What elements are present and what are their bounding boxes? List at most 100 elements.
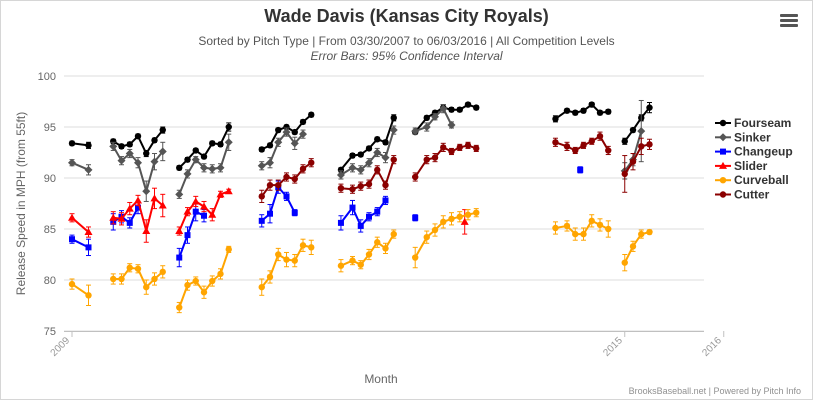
- legend-marker: [720, 148, 726, 155]
- data-point-changeup: [267, 210, 273, 217]
- series-slider: [68, 187, 469, 243]
- data-point-slider: [191, 197, 200, 205]
- data-point-slider: [142, 227, 151, 235]
- data-point-curveball: [646, 228, 653, 236]
- series-line-changeup: [112, 207, 139, 225]
- data-point-cutter: [374, 166, 381, 174]
- data-point-cutter: [464, 142, 472, 149]
- data-point-fourseam: [572, 109, 579, 116]
- data-point-fourseam: [605, 108, 612, 115]
- data-point-slider: [125, 204, 134, 212]
- data-point-curveball: [596, 221, 604, 229]
- data-point-curveball: [412, 254, 419, 261]
- data-point-slider: [134, 196, 142, 204]
- data-point-cutter: [596, 132, 604, 140]
- series-cutter: [258, 131, 653, 203]
- data-point-changeup: [85, 244, 92, 251]
- data-point-changeup: [283, 193, 290, 200]
- legend-item-curveball[interactable]: Curveball: [715, 173, 789, 187]
- data-point-curveball: [68, 280, 76, 288]
- legend-item-cutter[interactable]: Cutter: [715, 188, 770, 202]
- data-point-cutter: [572, 147, 579, 154]
- data-point-curveball: [349, 257, 356, 264]
- series-sinker: [68, 99, 646, 202]
- y-tick-label: 90: [44, 173, 56, 185]
- series-curveball: [68, 208, 653, 314]
- data-point-curveball: [431, 226, 439, 234]
- data-point-cutter: [258, 193, 265, 200]
- legend-marker: [719, 191, 727, 198]
- data-point-changeup: [69, 236, 75, 243]
- data-point-fourseam: [365, 145, 373, 152]
- data-point-fourseam: [134, 132, 142, 140]
- data-point-fourseam: [621, 138, 628, 145]
- legend-marker: [719, 119, 727, 127]
- data-point-fourseam: [308, 111, 315, 118]
- data-point-sinker: [431, 112, 439, 121]
- data-point-sinker: [336, 170, 345, 179]
- data-point-curveball: [225, 246, 232, 253]
- data-point-fourseam: [552, 115, 559, 123]
- legend-item-fourseam[interactable]: Fourseam: [715, 116, 791, 130]
- data-point-fourseam: [118, 143, 125, 150]
- data-point-cutter: [365, 180, 373, 188]
- credits-link[interactable]: BrooksBaseball.net | Powered by Pitch In…: [628, 386, 801, 396]
- x-tick-label: 2016: [700, 335, 724, 359]
- data-point-sinker: [348, 163, 357, 172]
- data-point-curveball: [629, 243, 637, 250]
- data-point-curveball: [423, 233, 430, 241]
- data-point-changeup: [201, 212, 207, 219]
- data-point-sinker: [142, 187, 151, 196]
- data-point-changeup: [184, 232, 191, 239]
- data-point-curveball: [266, 273, 274, 281]
- data-point-slider: [216, 190, 225, 198]
- data-point-fourseam: [266, 142, 274, 149]
- data-point-changeup: [366, 213, 372, 220]
- legend-item-changeup[interactable]: Changeup: [715, 145, 793, 159]
- data-point-slider: [183, 207, 192, 215]
- data-point-curveball: [151, 275, 158, 283]
- data-point-curveball: [209, 277, 216, 285]
- data-point-cutter: [382, 181, 389, 189]
- legend-marker: [719, 133, 727, 142]
- data-point-slider: [460, 217, 469, 225]
- data-point-fourseam: [563, 107, 571, 114]
- data-point-fourseam: [596, 109, 604, 116]
- data-point-curveball: [580, 230, 587, 238]
- data-point-curveball: [126, 264, 133, 271]
- legend-label: Fourseam: [734, 116, 791, 130]
- data-point-fourseam: [192, 147, 199, 154]
- data-point-curveball: [456, 213, 463, 220]
- data-point-sinker: [175, 190, 184, 199]
- data-point-fourseam: [184, 156, 191, 163]
- data-point-fourseam: [143, 150, 150, 157]
- data-point-curveball: [291, 257, 298, 264]
- series-line-fourseam: [623, 106, 651, 142]
- data-point-cutter: [357, 182, 364, 190]
- data-point-curveball: [283, 256, 290, 263]
- legend-item-sinker[interactable]: Sinker: [715, 130, 771, 144]
- data-point-curveball: [588, 217, 595, 225]
- data-point-fourseam: [299, 118, 307, 126]
- series-line-changeup: [178, 210, 205, 258]
- data-point-curveball: [552, 224, 559, 232]
- data-point-sinker: [117, 156, 126, 165]
- legend-marker: [719, 177, 727, 184]
- data-point-sinker: [373, 148, 382, 157]
- legend-label: Slider: [734, 159, 768, 173]
- hamburger-menu-icon[interactable]: [780, 14, 798, 28]
- y-tick-label: 80: [44, 275, 56, 287]
- data-point-cutter: [299, 165, 307, 173]
- series-line-curveball: [623, 231, 650, 264]
- data-point-fourseam: [291, 128, 298, 136]
- data-point-fourseam: [275, 126, 282, 134]
- data-point-curveball: [85, 292, 92, 299]
- data-point-cutter: [431, 154, 439, 161]
- data-point-changeup: [135, 204, 141, 211]
- legend-item-slider[interactable]: Slider: [715, 159, 768, 173]
- data-point-fourseam: [646, 104, 653, 111]
- data-point-fourseam: [448, 106, 455, 113]
- data-point-fourseam: [357, 151, 364, 158]
- data-point-fourseam: [629, 126, 637, 134]
- data-point-cutter: [621, 170, 628, 178]
